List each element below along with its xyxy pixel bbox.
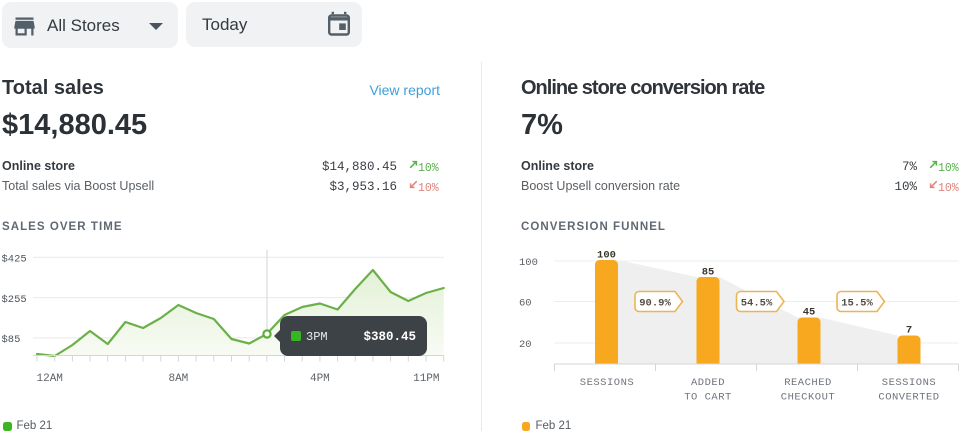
svg-text:7: 7 xyxy=(906,325,912,337)
svg-text:45: 45 xyxy=(803,307,816,319)
svg-text:SESSIONS: SESSIONS xyxy=(882,377,936,389)
svg-text:100: 100 xyxy=(519,257,538,269)
svg-text:4PM: 4PM xyxy=(310,373,330,385)
svg-text:85: 85 xyxy=(702,267,715,279)
svg-text:ADDED: ADDED xyxy=(691,377,725,389)
svg-text:$425: $425 xyxy=(2,253,27,265)
svg-text:TO CART: TO CART xyxy=(684,392,732,404)
svg-text:$85: $85 xyxy=(2,334,21,346)
svg-text:20: 20 xyxy=(519,339,532,351)
svg-text:REACHED: REACHED xyxy=(784,377,832,389)
svg-text:12AM: 12AM xyxy=(37,373,63,385)
svg-text:15.5%: 15.5% xyxy=(841,297,873,309)
svg-text:11PM: 11PM xyxy=(413,373,439,385)
svg-text:CONVERTED: CONVERTED xyxy=(878,392,939,404)
svg-text:$255: $255 xyxy=(2,294,27,306)
svg-text:8AM: 8AM xyxy=(168,373,188,385)
svg-text:90.9%: 90.9% xyxy=(639,297,671,309)
svg-text:54.5%: 54.5% xyxy=(741,297,773,309)
svg-text:100: 100 xyxy=(597,250,616,262)
svg-text:SESSIONS: SESSIONS xyxy=(580,377,634,389)
svg-text:CHECKOUT: CHECKOUT xyxy=(781,392,835,404)
svg-text:60: 60 xyxy=(519,298,532,310)
